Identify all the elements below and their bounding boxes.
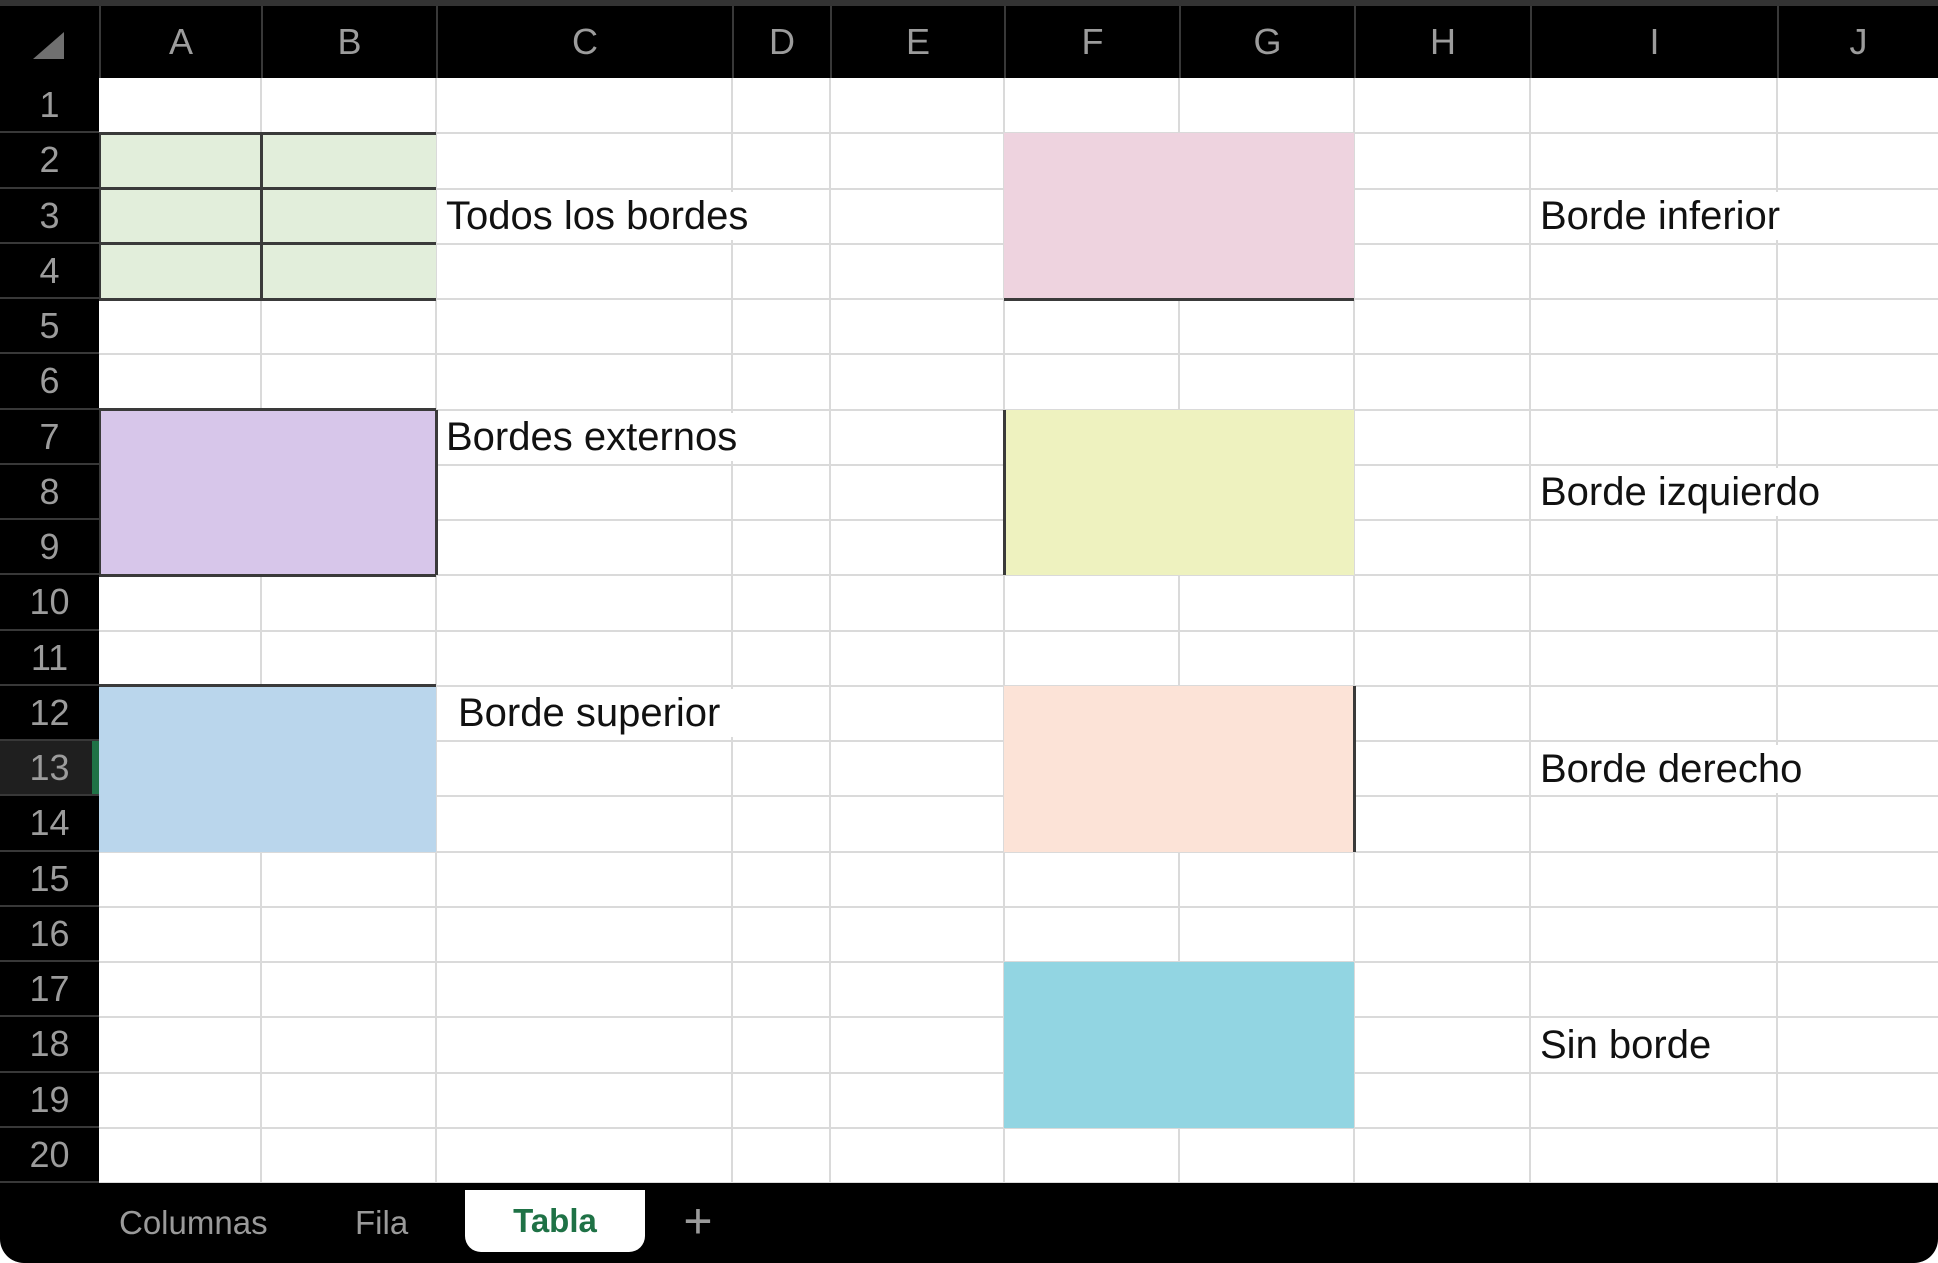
row-header-label: 3 — [39, 194, 60, 236]
cell-label-I8[interactable]: Borde izquierdo — [1540, 468, 1821, 517]
all-borders-block-border — [99, 297, 436, 301]
row-header-label: 19 — [29, 1078, 70, 1120]
row-header-label: 18 — [29, 1023, 70, 1065]
all-borders-block-border — [99, 131, 436, 135]
cell-label-I18[interactable]: Sin borde — [1540, 1020, 1712, 1069]
row-header-label: 9 — [39, 526, 60, 567]
row-header-16[interactable]: 16 — [0, 906, 99, 962]
active-row-indicator — [92, 741, 99, 795]
row-header-18[interactable]: 18 — [0, 1017, 99, 1073]
all-borders-block-border — [99, 242, 436, 246]
gridline-horizontal — [99, 574, 1938, 577]
row-header-19[interactable]: 19 — [0, 1072, 99, 1128]
sheet-tab-bar: Columnas Fila Tabla + — [0, 1183, 1938, 1263]
right-border-block[interactable] — [1004, 685, 1354, 852]
row-header-label: 4 — [39, 249, 60, 291]
window-top-edge — [0, 0, 1938, 6]
select-all-triangle-icon — [33, 32, 64, 59]
cell-label-C12[interactable]: Borde superior — [458, 689, 742, 738]
all-borders-block-border — [99, 187, 436, 190]
row-header-15[interactable]: 15 — [0, 851, 99, 907]
column-header-D[interactable]: D — [732, 6, 830, 78]
row-header-label: 1 — [39, 84, 60, 125]
row-header-9[interactable]: 9 — [0, 520, 99, 576]
tab-tabla[interactable]: Tabla — [465, 1190, 645, 1252]
gridline-horizontal — [99, 905, 1938, 908]
outer-borders-block[interactable] — [99, 409, 436, 576]
column-header-C[interactable]: C — [436, 6, 732, 78]
row-header-label: 13 — [29, 747, 70, 788]
all-borders-block[interactable] — [99, 133, 436, 299]
row-header-label: 14 — [29, 802, 70, 844]
outer-borders-block-border — [99, 573, 436, 577]
column-header-I[interactable]: I — [1530, 6, 1777, 78]
cell-label-C7[interactable]: Bordes externos — [446, 413, 742, 461]
outer-borders-block-border — [99, 408, 436, 411]
outer-borders-block-border — [97, 409, 101, 576]
right-border-block-border — [1352, 685, 1356, 852]
left-border-block-border — [1002, 409, 1006, 576]
column-header-A[interactable]: A — [99, 6, 261, 78]
top-border-block-border — [99, 684, 436, 688]
all-borders-block-border — [97, 133, 101, 299]
gridline-horizontal — [99, 353, 1938, 356]
row-header-label: 17 — [29, 968, 70, 1009]
column-header-J[interactable]: J — [1777, 6, 1938, 78]
add-sheet-button[interactable]: + — [683, 1193, 713, 1249]
row-header-17[interactable]: 17 — [0, 962, 99, 1018]
row-header-10[interactable]: 10 — [0, 575, 99, 631]
select-all-button[interactable] — [0, 6, 99, 78]
column-header-E[interactable]: E — [830, 6, 1004, 78]
outer-borders-block-border — [434, 409, 438, 576]
row-header-14[interactable]: 14 — [0, 796, 99, 852]
row-header-label: 8 — [39, 470, 60, 512]
row-header-label: 10 — [29, 581, 70, 623]
gridline-horizontal — [99, 629, 1938, 632]
row-header-label: 16 — [29, 912, 70, 954]
row-header-20[interactable]: 20 — [0, 1127, 99, 1183]
gridline-horizontal — [99, 850, 1938, 853]
row-header-1[interactable]: 1 — [0, 78, 99, 134]
top-border-block[interactable] — [99, 685, 436, 852]
row-header-label: 20 — [29, 1133, 70, 1175]
cell-label-I3[interactable]: Borde inferior — [1540, 192, 1803, 240]
column-header-H[interactable]: H — [1354, 6, 1530, 78]
cell-label-C3[interactable]: Todos los bordes — [446, 192, 749, 240]
row-header-8[interactable]: 8 — [0, 464, 99, 520]
row-header-5[interactable]: 5 — [0, 299, 99, 355]
row-header-label: 6 — [39, 360, 60, 402]
all-borders-block-border — [259, 133, 263, 299]
column-header-B[interactable]: B — [261, 6, 436, 78]
no-border-block[interactable] — [1004, 962, 1354, 1128]
column-header-F[interactable]: F — [1004, 6, 1179, 78]
row-header-label: 15 — [29, 857, 70, 899]
row-header-13[interactable]: 13 — [0, 741, 99, 797]
row-header-label: 2 — [39, 139, 60, 181]
row-header-2[interactable]: 2 — [0, 133, 99, 189]
row-header-label: 12 — [29, 691, 70, 733]
bottom-border-block[interactable] — [1004, 133, 1354, 299]
left-border-block[interactable] — [1004, 409, 1354, 576]
row-header-6[interactable]: 6 — [0, 354, 99, 410]
tab-tabla-label: Tabla — [513, 1202, 597, 1239]
row-header-3[interactable]: 3 — [0, 188, 99, 244]
row-header-label: 5 — [39, 305, 60, 346]
column-header-G[interactable]: G — [1179, 6, 1354, 78]
bottom-border-block-border — [1004, 297, 1354, 301]
row-header-4[interactable]: 4 — [0, 243, 99, 299]
gridline-horizontal — [99, 1126, 1938, 1129]
row-header-label: 11 — [30, 636, 69, 678]
row-header-label: 7 — [39, 415, 60, 457]
row-header-12[interactable]: 12 — [0, 685, 99, 741]
row-header-7[interactable]: 7 — [0, 409, 99, 465]
cell-label-I13[interactable]: Borde derecho — [1540, 744, 1803, 793]
tab-columnas[interactable]: Columnas — [119, 1204, 268, 1241]
row-header-11[interactable]: 11 — [0, 630, 99, 686]
tab-fila[interactable]: Fila — [355, 1204, 409, 1241]
